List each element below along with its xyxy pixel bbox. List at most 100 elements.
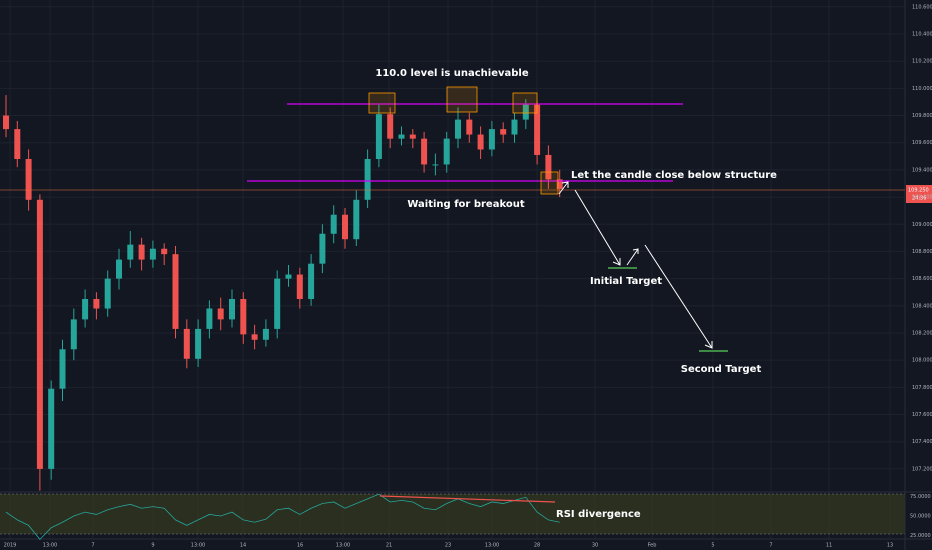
candle-body [466,119,473,135]
top-box [368,92,396,114]
annotation: Initial Target [590,276,662,287]
marks [3,95,563,541]
candle-body [296,274,303,300]
x-tick-label: 11 [826,543,832,549]
arrow [574,189,621,266]
candle-body [229,299,235,320]
y-tick-label: 108.200 [912,330,932,336]
y-tick-label: 110.200 [912,59,932,65]
candle-body [262,328,269,340]
candle-body [477,134,484,150]
candle-body [183,328,190,359]
candle-body [104,278,111,309]
annotation: Second Target [681,364,762,375]
x-tick-label: 13 [887,543,893,549]
candle-body [398,134,405,139]
candle-body [36,199,43,469]
rsi-tick-label: 75.0000 [910,494,931,500]
candle-body [511,119,518,135]
candle-body [172,254,179,329]
candle-body [330,214,337,234]
y-tick-label: 107.600 [912,412,932,418]
candle-body [70,319,77,350]
rsi-line [5,493,560,541]
y-tick-label: 108.000 [912,358,932,364]
x-tick-label: 13:00 [191,543,205,549]
candle-body [82,299,89,320]
y-tick-label: 110.400 [912,31,932,37]
countdown: 24:36 [912,196,926,202]
x-tick-label: 16 [297,543,303,549]
x-tick-label: 28 [534,543,540,549]
candle-body [240,299,247,335]
x-tick-label: 14 [240,543,246,549]
rsi-tick-label: 50.0000 [910,514,931,520]
price-label: 109.250 [908,188,929,194]
annotation: RSI divergence [556,509,641,520]
candle-body [443,138,450,165]
x-tick-label: 13:00 [485,543,499,549]
candle-body [14,129,21,160]
candle-body [387,114,394,139]
y-tick-label: 107.800 [912,385,932,391]
top-box [446,86,478,113]
candle-body [116,259,122,279]
annotation: Waiting for breakout [407,199,524,210]
candle-body [455,119,461,139]
candle-body [251,334,258,340]
candle-body [149,248,156,260]
x-tick-label: 5 [711,543,714,549]
candle-body [3,115,9,130]
candle-body [353,199,360,240]
x-tick-label: 30 [592,543,598,549]
x-tick-label: 13:00 [336,543,350,549]
x-tick-label: 2019 [4,543,17,549]
annotation: 110.0 level is unachievable [375,68,528,79]
x-tick-label: 9 [151,543,154,549]
candle-body [285,274,292,279]
x-tick-label: Feb [648,543,657,549]
candle-body [409,134,416,139]
candle-body [274,278,281,329]
y-tick-label: 108.800 [912,249,932,255]
candle-body [127,244,134,260]
y-tick-label: 109.400 [912,167,932,173]
candle-body [364,159,371,200]
divergence-line [379,495,556,503]
y-tick-label: 109.200 [912,195,932,201]
candle-body [25,159,32,200]
candle-body [500,129,507,135]
candle-body [432,164,439,166]
rsi-tick-label: 25.0000 [910,533,931,539]
candle-body [138,244,145,260]
candle-body [308,263,315,300]
y-tick-label: 108.600 [912,276,932,282]
y-tick-label: 110.600 [912,4,932,10]
candle-body [488,129,495,150]
y-tick-label: 109.600 [912,140,932,146]
candle-body [522,104,529,120]
y-tick-label: 109.800 [912,113,932,119]
break-box [540,171,559,195]
candle-body [545,154,552,180]
y-tick-label: 108.400 [912,303,932,309]
y-tick-label: 107.400 [912,439,932,445]
candle-body [217,308,224,320]
candle-body [375,114,382,160]
candle-body [59,349,66,389]
rsi-band [0,494,905,534]
arrows [558,181,713,349]
candle-body [342,214,348,240]
arrow [644,244,713,349]
candle-body [93,299,100,309]
x-tick-label: 21 [386,543,392,549]
y-tick-label: 107.200 [912,466,932,472]
arrow [626,248,639,266]
top-box [512,92,538,114]
x-tick-label: 7 [91,543,94,549]
candle-body [206,308,213,329]
candle-body [421,138,428,165]
arrow [558,181,569,195]
